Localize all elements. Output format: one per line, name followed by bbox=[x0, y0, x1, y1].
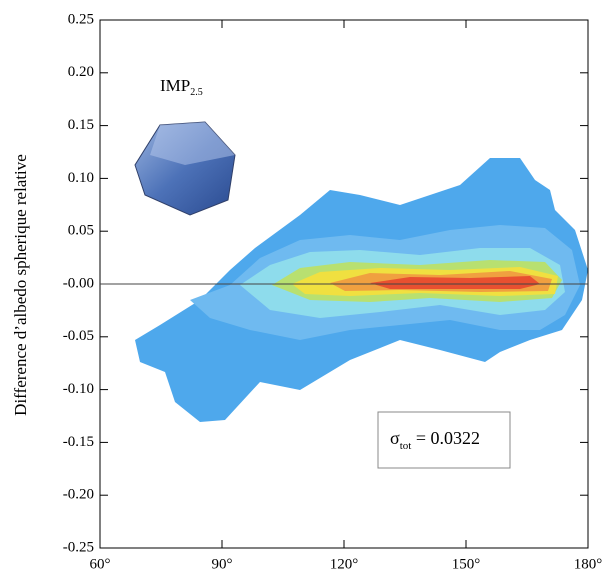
x-tick-label: 60° bbox=[90, 556, 111, 572]
y-tick-label: 0.20 bbox=[68, 64, 94, 80]
y-tick-label: -0.00 bbox=[63, 275, 94, 291]
y-tick-label: -0.05 bbox=[63, 328, 94, 344]
y-tick-label: 0.25 bbox=[68, 11, 94, 27]
sigma-text: = 0.0322 bbox=[411, 428, 480, 448]
sigma-subscript: tot bbox=[400, 440, 412, 452]
particle-icon bbox=[134, 121, 236, 216]
y-tick-label: 0.10 bbox=[68, 170, 94, 186]
y-tick-label: -0.25 bbox=[63, 539, 94, 555]
sigma-label: σtot = 0.0322 bbox=[390, 428, 480, 451]
y-tick-label: -0.15 bbox=[63, 434, 94, 450]
particle-label: IMP2.5 bbox=[160, 76, 203, 98]
annotation-box bbox=[377, 411, 511, 469]
x-tick-label: 120° bbox=[330, 556, 359, 572]
y-axis-label: Difference d’albedo spherique relative bbox=[11, 154, 30, 416]
y-tick-label: -0.20 bbox=[63, 487, 94, 503]
particle-label-subscript: 2.5 bbox=[190, 87, 203, 98]
contour-level-7 bbox=[370, 276, 540, 289]
y-tick-label: 0.15 bbox=[68, 117, 94, 133]
sigma-symbol: σ bbox=[390, 428, 400, 448]
hexagon-top bbox=[150, 122, 235, 165]
x-tick-label: 150° bbox=[452, 556, 481, 572]
particle-label-text: IMP bbox=[160, 76, 190, 95]
density-contours bbox=[135, 158, 588, 422]
x-tick-label: 90° bbox=[212, 556, 233, 572]
y-tick-label: 0.05 bbox=[68, 223, 94, 239]
x-tick-label: 180° bbox=[574, 556, 603, 572]
y-tick-label: -0.10 bbox=[63, 381, 94, 397]
